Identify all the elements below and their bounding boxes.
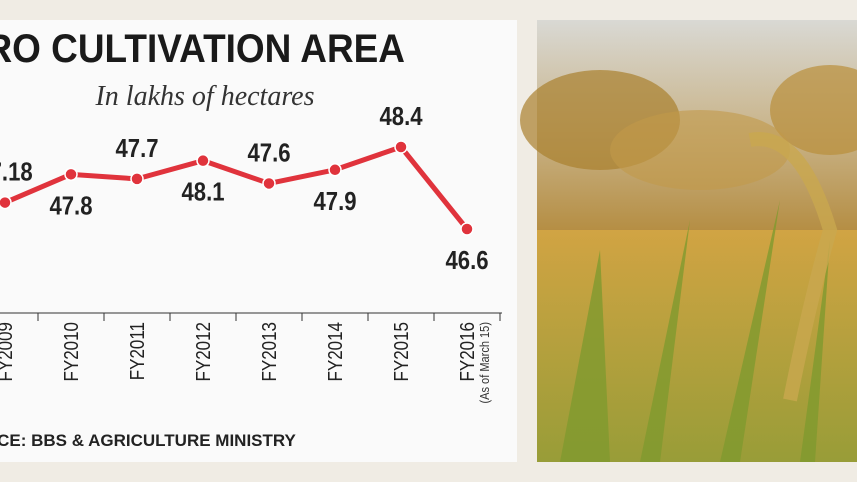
point (328, 163, 342, 177)
value-label: 48.4 (380, 102, 424, 131)
category-note: (As of March 15) (477, 322, 492, 404)
point (262, 176, 276, 191)
chart: BORO CULTIVATION AREA In lakhs of hectar… (0, 27, 502, 450)
value-label: 48.1 (182, 178, 225, 207)
point (130, 172, 144, 186)
line (4, 144, 469, 231)
x-tick-label: FY2012 (192, 322, 215, 382)
value-label: 47.8 (50, 192, 93, 221)
value-label: 47.6 (248, 139, 291, 168)
chart-title: BORO CULTIVATION AREA (0, 27, 405, 71)
chart-panel (0, 20, 517, 462)
point (394, 140, 408, 154)
x-tick-label: FY2013 (258, 322, 281, 382)
x-tick-label: FY2010 (60, 322, 83, 382)
value-label: 46.6 (446, 246, 489, 275)
value-label: 47.7 (116, 134, 159, 163)
x-tick-label: FY2016 (456, 322, 479, 382)
value-label: 47.9 (314, 187, 357, 216)
point (0, 195, 12, 210)
x-tick-label: FY2014 (324, 322, 347, 382)
point (64, 167, 78, 182)
x-tick-label: FY2009 (0, 322, 16, 382)
chart-subtitle: In lakhs of hectares (94, 81, 314, 112)
point (460, 222, 474, 236)
x-tick-label: FY2015 (390, 322, 413, 382)
photo (520, 20, 857, 462)
value-label: 47.18 (0, 158, 33, 187)
x-tick-label: FY2011 (126, 322, 149, 380)
point (196, 153, 210, 168)
source: SOURCE: BBS & AGRICULTURE MINISTRY (0, 431, 297, 450)
